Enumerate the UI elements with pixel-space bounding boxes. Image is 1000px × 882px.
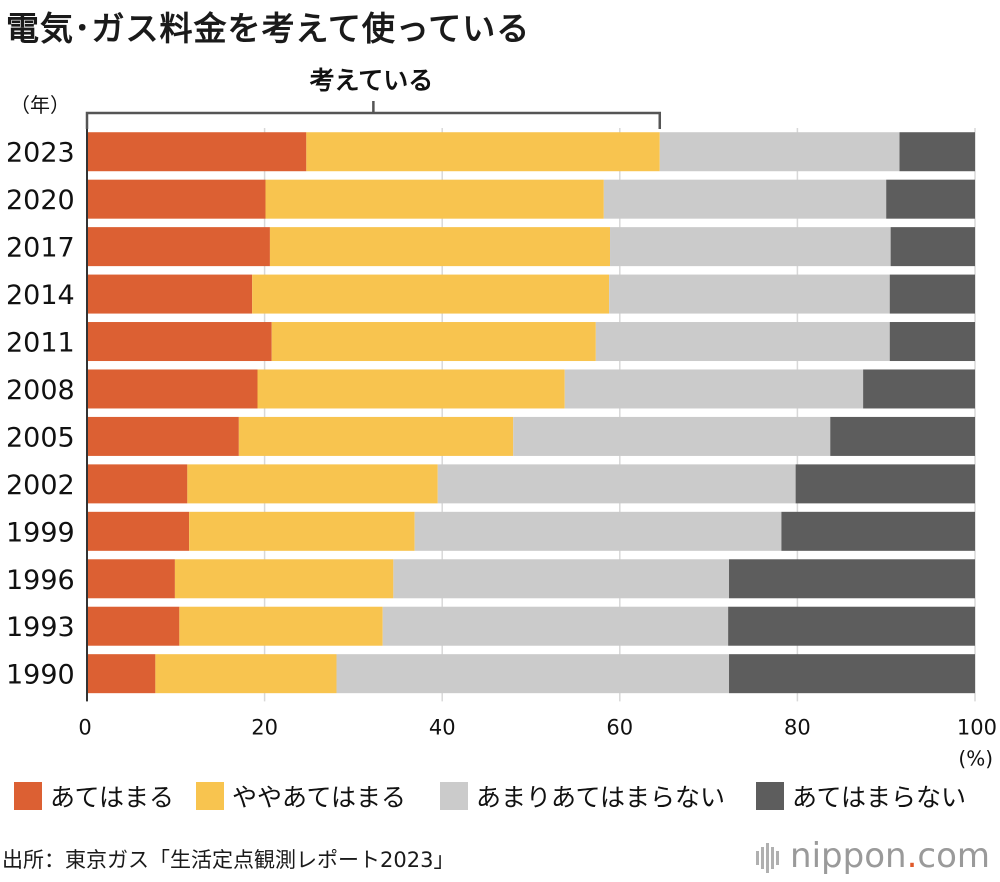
bar-segment [890, 227, 975, 267]
bar-segment [414, 511, 782, 551]
bar-segment [87, 274, 253, 314]
bar-segment [87, 654, 156, 694]
bar-segment [609, 274, 890, 314]
legend-label: ややあてはまる [232, 783, 406, 812]
logo-dot: . [906, 836, 918, 876]
x-tick-label: 100 [957, 715, 997, 739]
bar-segment [437, 464, 796, 504]
bracket-label: 考えている [309, 66, 433, 95]
bar-segment [257, 369, 565, 409]
bar-segment [610, 227, 891, 267]
bar-segment [889, 322, 975, 362]
bar-segment [252, 274, 610, 314]
bar-segment [271, 322, 596, 362]
category-label: 2014 [6, 280, 75, 311]
bar-segment [238, 416, 514, 456]
x-tick-label: 40 [429, 715, 456, 739]
bar-segment [889, 274, 975, 314]
logo-suffix: com [917, 836, 990, 876]
bar-segment [513, 416, 831, 456]
legend-label: あてはまる [50, 783, 174, 812]
bar-segment [87, 132, 307, 172]
legend-swatch [440, 782, 468, 810]
category-label: 2017 [6, 233, 75, 264]
category-label: 2002 [6, 470, 75, 501]
x-unit-label: (%) [958, 746, 993, 770]
bar-segment [87, 322, 272, 362]
bar-segment [87, 416, 239, 456]
bar-segment [87, 464, 188, 504]
bar-segment [886, 179, 975, 219]
bar-segment [189, 511, 415, 551]
bar-segment [269, 227, 611, 267]
bar-segment [87, 369, 258, 409]
nippon-logo: nippon.com [756, 836, 990, 876]
x-tick-label: 60 [606, 715, 633, 739]
legend-swatch [14, 782, 42, 810]
bar-segment [382, 606, 729, 646]
bar-segment [659, 132, 900, 172]
y-unit-label: （年） [10, 93, 70, 117]
category-label: 2005 [6, 422, 75, 453]
x-tick-label: 0 [78, 715, 91, 739]
category-label: 1990 [6, 660, 75, 691]
bar-segment [87, 559, 175, 599]
category-label: 2020 [6, 185, 75, 216]
legend-swatch [756, 782, 784, 810]
legend-label: あてはまらない [792, 783, 966, 812]
bar-segment [393, 559, 730, 599]
bar-segment [781, 511, 975, 551]
bar-segment [306, 132, 660, 172]
bar-segment [603, 179, 887, 219]
bar-segment [265, 179, 604, 219]
bar-segment [187, 464, 438, 504]
bar-segment [728, 606, 975, 646]
chart-title: 電気･ガス料金を考えて使っている [6, 9, 531, 48]
bar-segment [174, 559, 394, 599]
logo-bars-icon [756, 842, 780, 873]
bar-segment [595, 322, 890, 362]
category-label: 2011 [6, 328, 75, 359]
category-label: 2023 [6, 138, 75, 169]
legend-swatch [196, 782, 224, 810]
bar-segment [729, 559, 975, 599]
bar-segment [830, 416, 975, 456]
bar-segment [179, 606, 383, 646]
bar-segment [564, 369, 864, 409]
bar-segment [87, 227, 270, 267]
category-label: 1996 [6, 565, 75, 596]
category-label: 1993 [6, 612, 75, 643]
x-tick-label: 80 [784, 715, 811, 739]
x-tick-label: 20 [251, 715, 278, 739]
legend-label: あまりあてはまらない [476, 783, 725, 812]
bar-segment [795, 464, 975, 504]
bar-segment [87, 606, 180, 646]
logo-text: nippon [790, 836, 907, 876]
bar-segment [155, 654, 337, 694]
bar-segment [899, 132, 975, 172]
category-label: 2008 [6, 375, 75, 406]
bar-segment [336, 654, 730, 694]
bracket-line [85, 101, 662, 129]
bar-segment [87, 511, 190, 551]
bar-segment [87, 179, 266, 219]
bar-segment [729, 654, 975, 694]
category-label: 1999 [6, 517, 75, 548]
bar-segment [863, 369, 975, 409]
source-note: 出所：東京ガス「生活定点観測レポート2023」 [2, 848, 455, 872]
